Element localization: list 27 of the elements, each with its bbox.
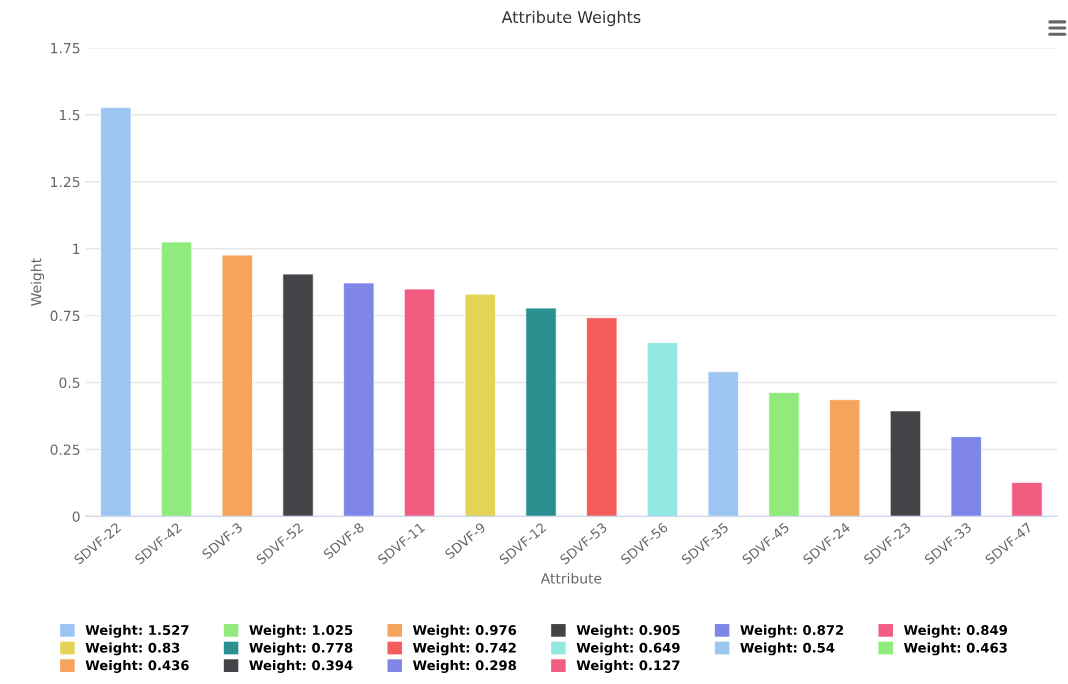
legend-label: Weight: 0.742 [412, 642, 516, 656]
legend-label: Weight: 0.83 [85, 642, 180, 656]
legend-label: Weight: 0.127 [576, 660, 680, 673]
legend-label: Weight: 0.778 [249, 642, 353, 656]
y-tick-label: 0.5 [59, 377, 80, 389]
y-axis-title: Weight [30, 258, 45, 306]
legend-label: Weight: 0.54 [740, 642, 835, 656]
legend-label: Weight: 0.872 [740, 624, 844, 638]
legend-label: Weight: 0.976 [412, 624, 517, 638]
y-tick-label: 1 [73, 243, 80, 254]
x-axis-title: Attribute [540, 572, 602, 584]
legend-label: Weight: 0.463 [903, 642, 1007, 656]
y-tick-label: 1.75 [51, 43, 80, 54]
y-tick-label: 1.25 [51, 176, 80, 188]
chart-title: Attribute Weights [501, 10, 641, 27]
y-tick-label: 0.25 [50, 444, 80, 455]
legend-label: Weight: 0.436 [85, 660, 189, 673]
legend-label: Weight: 0.649 [576, 642, 680, 656]
legend-label: Weight: 1.527 [85, 624, 189, 638]
y-tick-label: 0.75 [50, 310, 80, 322]
y-tick-label: 1.5 [60, 109, 80, 121]
legend-label: Weight: 0.394 [249, 660, 353, 673]
legend-label: Weight: 0.298 [412, 660, 517, 673]
legend-label: Weight: 1.025 [249, 624, 353, 638]
y-tick-label: 0 [72, 511, 80, 522]
legend-label: Weight: 0.849 [903, 624, 1008, 638]
legend-label: Weight: 0.905 [576, 624, 680, 638]
